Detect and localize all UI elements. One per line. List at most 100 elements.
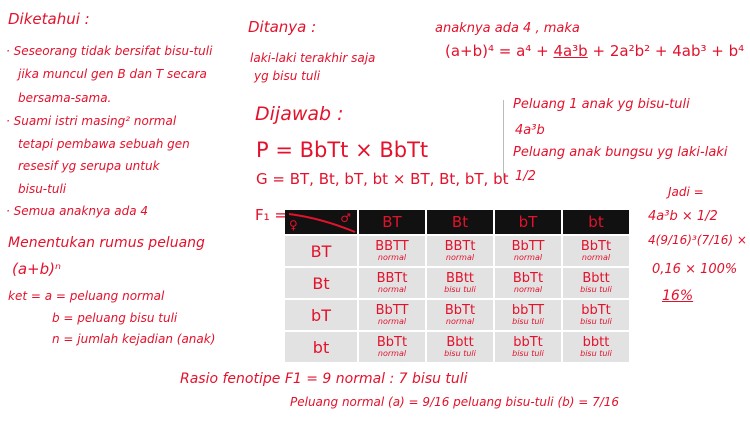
table-row: bt BbTt normal Bbtt bisu tuli bbTt bisu tuli bb… — [285, 332, 629, 362]
table-cell: BBTT normal — [359, 236, 425, 266]
table-cell: bbtt bisu tuli — [563, 332, 629, 362]
separator — [503, 100, 504, 180]
table-row: bT BbTT normal BbTt normal bbTT bisu tuli bbTt b… — [285, 300, 629, 330]
calc-line: 4(9/16)³(7/16) × 1/2 — [648, 233, 750, 247]
genotype: BbTt — [376, 334, 408, 350]
genotype: BbTt — [580, 238, 612, 254]
fact-line: tetapi pembawa sebuah gen — [18, 137, 190, 151]
table-cell: bbTt bisu tuli — [495, 332, 561, 362]
key-line: b = peluang bisu tuli — [52, 311, 178, 325]
formula-heading: Menentukan rumus peluang — [8, 235, 205, 251]
male-symbol: ♂ — [340, 211, 351, 225]
heading: Ditanya : — [248, 18, 317, 36]
so-label: Jadi = — [668, 185, 704, 199]
result: 16% — [662, 288, 694, 304]
phenotype: bisu tuli — [580, 349, 612, 359]
step-label: Peluang anak bungsu yg laki-laki — [513, 145, 728, 160]
phenotype: normal — [445, 317, 475, 327]
table-cell: BbTT normal — [495, 236, 561, 266]
phenotype: normal — [377, 349, 407, 359]
genotype: Bbtt — [446, 334, 474, 350]
fact-line: · Semua anaknya ada 4 — [6, 204, 149, 218]
column-header: Bt — [427, 210, 493, 234]
corner-cell: ♀ ♂ — [285, 210, 357, 234]
asked-line: yg bisu tuli — [254, 69, 321, 83]
table-cell: Bbtt bisu tuli — [427, 332, 493, 362]
row-header: Bt — [285, 268, 357, 298]
expansion-left: (a+b)⁴ = a⁴ + — [445, 42, 549, 60]
phenotype: bisu tuli — [512, 317, 544, 327]
table-row: Bt BBTt normal BBtt bisu tuli BbTt normal Bbtt b… — [285, 268, 629, 298]
probabilities: Peluang normal (a) = 9/16 peluang bisu-t… — [290, 395, 620, 409]
genotype: BbTt — [512, 270, 544, 286]
table-cell: BbTt normal — [495, 268, 561, 298]
expansion: (a+b)⁴ = a⁴ + 4a³b + 2a²b² + 4ab³ + b⁴ — [445, 44, 744, 59]
header-row: ♀ ♂ BT Bt bT bt — [285, 210, 629, 234]
phenotype: bisu tuli — [444, 349, 476, 359]
step-value: 4a³b — [515, 123, 545, 138]
genotype: BbTT — [511, 238, 545, 254]
genotype: bbTt — [513, 334, 543, 350]
expansion-intro: anaknya ada 4 , maka — [435, 21, 580, 36]
table-cell: bbTt bisu tuli — [563, 300, 629, 330]
table-cell: BbTt normal — [359, 332, 425, 362]
formula: (a+b)ⁿ — [12, 260, 61, 278]
parents: P = BbTt × BbTt — [256, 138, 429, 162]
phenotype: normal — [513, 285, 543, 295]
genotype: bbTT — [511, 302, 545, 318]
row-header: bT — [285, 300, 357, 330]
calc-line: 4a³b × 1/2 — [648, 209, 718, 224]
heading: Dijawab : — [255, 103, 344, 125]
genotype: Bbtt — [582, 270, 610, 286]
phenotype: bisu tuli — [580, 317, 612, 327]
table-cell: Bbtt bisu tuli — [563, 268, 629, 298]
step-label: Peluang 1 anak yg bisu-tuli — [513, 97, 690, 112]
heading: Diketahui : — [8, 10, 90, 28]
column-header: bT — [495, 210, 561, 234]
genotype: BbTt — [444, 302, 476, 318]
table-cell: BbTT normal — [359, 300, 425, 330]
genotype: BBTT — [375, 238, 409, 254]
ratio: Rasio fenotipe F1 = 9 normal : 7 bisu tu… — [180, 371, 468, 387]
expansion-right: + 2a²b² + 4ab³ + b⁴ — [592, 42, 745, 60]
table-cell: BBTt normal — [359, 268, 425, 298]
phenotype: bisu tuli — [512, 349, 544, 359]
table-cell: BbTt normal — [427, 300, 493, 330]
female-symbol: ♀ — [289, 218, 298, 232]
phenotype: normal — [445, 253, 475, 263]
fact-line: resesif yg serupa untuk — [18, 159, 160, 173]
phenotype: normal — [377, 285, 407, 295]
table-row: BT BBTT normal BBTt normal BbTT normal BbTt norm… — [285, 236, 629, 266]
diagonal — [288, 213, 356, 233]
table-cell: BBTt normal — [427, 236, 493, 266]
fact-line: bisu-tuli — [18, 182, 67, 196]
table-cell: BbTt normal — [563, 236, 629, 266]
genotype: BBTt — [444, 238, 476, 254]
key-line: n = jumlah kejadian (anak) — [52, 332, 216, 346]
fact-line: jika muncul gen B dan T secara — [18, 67, 207, 81]
fact-line: bersama-sama. — [18, 91, 112, 105]
gametes: G = BT, Bt, bT, bt × BT, Bt, bT, bt — [256, 170, 509, 188]
phenotype: normal — [513, 253, 543, 263]
f1-label: F₁ = — [255, 206, 287, 224]
phenotype: bisu tuli — [444, 285, 476, 295]
table-cell: bbTT bisu tuli — [495, 300, 561, 330]
punnett-square: ♀ ♂ BT Bt bT bt BT BBTT normal BBTt normal BbTT norm… — [283, 208, 631, 364]
genotype: BbTT — [375, 302, 409, 318]
phenotype: normal — [581, 253, 611, 263]
row-header: BT — [285, 236, 357, 266]
phenotype: bisu tuli — [580, 285, 612, 295]
step-value: 1/2 — [515, 169, 536, 184]
column-header: BT — [359, 210, 425, 234]
genotype: BBTt — [376, 270, 408, 286]
genotype: BBtt — [445, 270, 475, 286]
fact-line: · Seseorang tidak bersifat bisu-tuli — [6, 44, 213, 58]
genotype: bbTt — [581, 302, 611, 318]
calc-line: 0,16 × 100% — [652, 262, 738, 277]
genotype: bbtt — [582, 334, 610, 350]
table-cell: BBtt bisu tuli — [427, 268, 493, 298]
asked-line: laki-laki terakhir saja — [250, 51, 376, 65]
fact-line: · Suami istri masing² normal — [6, 114, 177, 128]
key-line: ket = a = peluang normal — [8, 289, 165, 303]
